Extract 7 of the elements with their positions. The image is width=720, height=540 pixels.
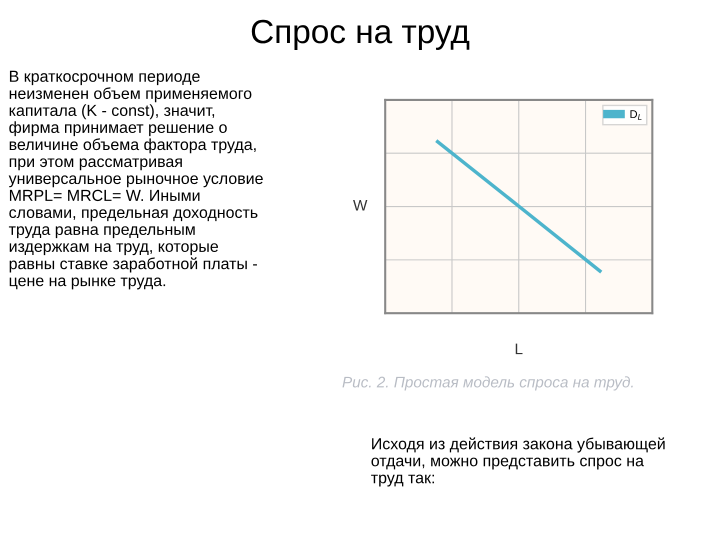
chart-title: Спрос на труд xyxy=(252,20,470,50)
text: Исходя из действия закона убывающей отдачи, можно представить спрос на труд так: xyxy=(371,437,665,487)
y-axis-title: W xyxy=(353,200,368,210)
text: Рис. 2. Простая модель спроса на труд. xyxy=(342,376,633,391)
legend-label: D$_{L}$ xyxy=(630,110,642,120)
text: В краткосрочном периоде неизменен объем применяемого капитала (K - const), значит, фирма принимает решение о величине объема фактора труда, при этом рассматривая универсальное рыночное условие MRPL= MRCL= W. Иными словами, предельная доходность труда равна предельным издержкам на труд, которые равны ставке заработной платы - цене на рынке труда. xyxy=(8,70,263,290)
x-axis-title: L xyxy=(516,344,522,354)
